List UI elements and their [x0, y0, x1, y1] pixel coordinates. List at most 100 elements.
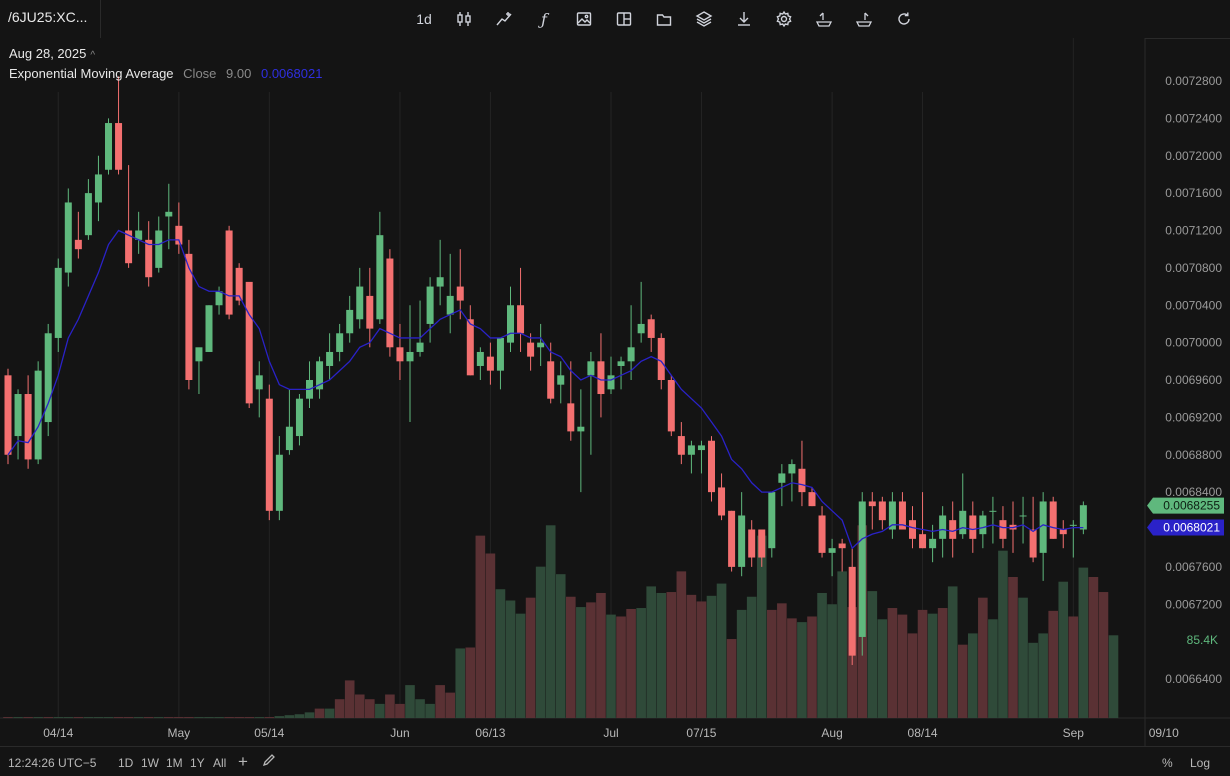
candle-body[interactable] [255, 375, 263, 390]
candle-body[interactable] [868, 501, 876, 507]
candle-body[interactable] [758, 529, 766, 558]
candle-body[interactable] [215, 291, 223, 306]
refresh-icon[interactable] [890, 5, 918, 33]
image-icon[interactable] [570, 5, 598, 33]
candle-body[interactable] [326, 351, 334, 366]
add-range-icon[interactable]: + [238, 752, 248, 771]
indicator-icon[interactable] [490, 5, 518, 33]
candle-body[interactable] [24, 394, 32, 460]
candle-body[interactable] [426, 286, 434, 324]
candle-body[interactable] [909, 520, 916, 539]
candle-body[interactable] [697, 445, 705, 451]
candle-body[interactable] [989, 510, 997, 512]
candles-icon[interactable] [450, 5, 478, 33]
candle-body[interactable] [738, 515, 746, 567]
candle-body[interactable] [507, 305, 514, 343]
candle-body[interactable] [587, 361, 595, 376]
candle-body[interactable] [336, 333, 344, 352]
candle-body[interactable] [185, 253, 193, 380]
candle-body[interactable] [888, 501, 896, 530]
candle-body[interactable] [94, 174, 102, 203]
candle-body[interactable] [537, 342, 545, 348]
candle-body[interactable] [748, 529, 756, 558]
candle-body[interactable] [687, 445, 695, 455]
candle-body[interactable] [195, 347, 203, 362]
candle-body[interactable] [848, 566, 856, 656]
candle-body[interactable] [125, 230, 133, 264]
candle-body[interactable] [476, 351, 484, 366]
candle-body[interactable] [245, 281, 253, 404]
layers-icon[interactable] [690, 5, 718, 33]
candle-body[interactable] [225, 230, 233, 315]
candle-body[interactable] [135, 230, 143, 240]
candle-body[interactable] [105, 123, 112, 170]
candle-body[interactable] [607, 375, 615, 390]
candle-body[interactable] [878, 501, 886, 521]
candle-body[interactable] [979, 515, 987, 535]
candle-body[interactable] [818, 515, 826, 553]
candle-body[interactable] [356, 286, 364, 320]
candle-body[interactable] [4, 375, 12, 455]
pencil-icon[interactable] [262, 753, 276, 770]
candle-body[interactable] [64, 202, 72, 273]
download-icon[interactable] [730, 5, 758, 33]
candle-body[interactable] [416, 342, 424, 352]
candle-body[interactable] [597, 361, 605, 395]
interval-button[interactable]: 1d [416, 11, 432, 27]
candle-body[interactable] [929, 538, 937, 549]
candle-body[interactable] [1059, 529, 1067, 535]
percent-scale-button[interactable]: % [1162, 756, 1173, 770]
candle-body[interactable] [677, 436, 685, 455]
candle-body[interactable] [999, 520, 1007, 539]
candle-body[interactable] [939, 515, 947, 539]
candle-body[interactable] [346, 309, 354, 334]
candle-body[interactable] [728, 510, 736, 567]
candle-body[interactable] [949, 520, 957, 539]
candle-body[interactable] [466, 319, 474, 376]
collapse-legend-icon[interactable]: ^ [90, 50, 96, 61]
price-chart[interactable]: 0.0072800 0.0072400 0.0072000 0.0071600 0.00… [0, 38, 1230, 746]
candle-body[interactable] [456, 286, 464, 301]
candle-body[interactable] [396, 347, 404, 362]
candle-body[interactable] [275, 454, 283, 511]
candle-body[interactable] [647, 319, 655, 338]
candle-body[interactable] [798, 468, 806, 493]
folder-icon[interactable] [650, 5, 678, 33]
candle-body[interactable] [778, 473, 786, 483]
symbol-label[interactable]: /6JU25:XC... [8, 9, 88, 25]
candle-body[interactable] [205, 305, 213, 352]
candle-body[interactable] [496, 337, 504, 371]
candle-body[interactable] [768, 492, 776, 549]
ema-line[interactable] [7, 229, 1084, 550]
candle-body[interactable] [898, 501, 906, 530]
candle-body[interactable] [366, 295, 374, 329]
scroll-left-icon[interactable] [810, 5, 838, 33]
candle-body[interactable] [1039, 501, 1047, 553]
candle-body[interactable] [1079, 505, 1087, 530]
candle-body[interactable] [808, 492, 816, 507]
candle-body[interactable] [406, 351, 414, 362]
candle-body[interactable] [919, 534, 927, 549]
candle-body[interactable] [84, 193, 92, 236]
candle-body[interactable] [657, 337, 665, 380]
candle-body[interactable] [1049, 501, 1057, 539]
candle-body[interactable] [165, 211, 173, 217]
candle-body[interactable] [959, 510, 967, 535]
range-1w-button[interactable]: 1W [141, 756, 159, 770]
candle-body[interactable] [557, 375, 565, 385]
candle-body[interactable] [265, 398, 273, 511]
candle-body[interactable] [436, 277, 444, 287]
candle-body[interactable] [788, 464, 796, 474]
candle-body[interactable] [547, 361, 555, 399]
range-1y-button[interactable]: 1Y [190, 756, 205, 770]
candle-body[interactable] [718, 487, 726, 516]
candle-body[interactable] [44, 333, 52, 423]
candle-body[interactable] [527, 342, 535, 357]
candle-body[interactable] [969, 515, 977, 539]
candle-body[interactable] [838, 543, 846, 549]
candle-body[interactable] [617, 361, 625, 366]
candle-body[interactable] [667, 380, 675, 432]
ema-indicator-name[interactable]: Exponential Moving Average [9, 66, 174, 81]
candle-body[interactable] [517, 305, 525, 334]
candle-body[interactable] [1029, 529, 1037, 558]
